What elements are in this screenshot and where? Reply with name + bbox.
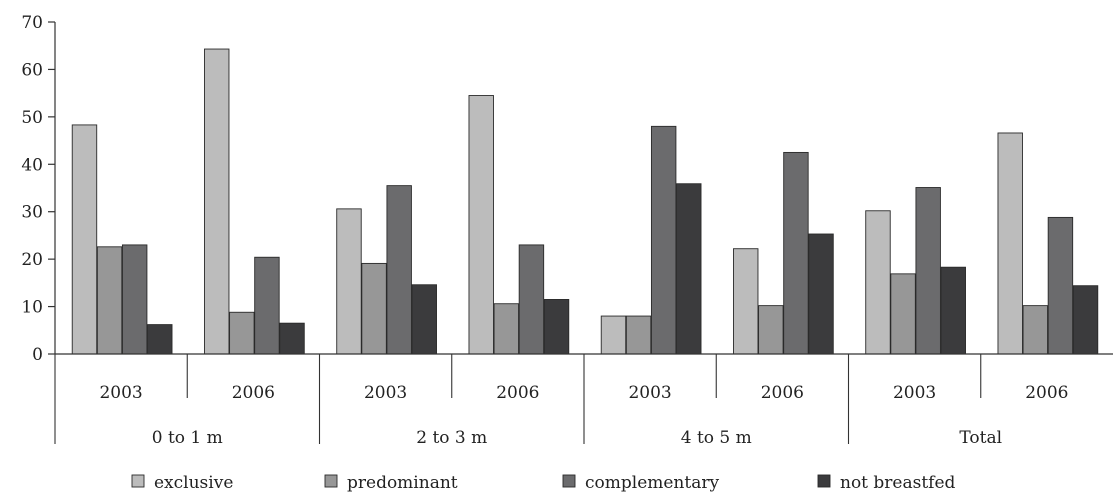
bar-predominant [493, 303, 520, 355]
x-tick-label-year: 2003 [99, 383, 142, 403]
x-tick-label-year: 2006 [761, 383, 804, 403]
bar-exclusive [336, 208, 362, 355]
bar-not-breastfed [808, 233, 834, 355]
y-tick-label: 40 [21, 155, 43, 175]
bar-exclusive [733, 248, 759, 355]
bars [71, 48, 1099, 355]
y-tick-label: 20 [21, 250, 43, 270]
legend-swatch-complementary [562, 474, 576, 488]
x-tick-label-year: 2003 [893, 383, 936, 403]
bar-complementary [783, 151, 809, 355]
y-tick-label: 60 [21, 60, 43, 80]
bar-exclusive [600, 315, 627, 355]
bar-exclusive [204, 48, 230, 355]
x-tick-label-year: 2003 [628, 383, 671, 403]
legend-label-not-breastfed: not breastfed [840, 473, 956, 493]
x-tick-label-year: 2006 [1025, 383, 1068, 403]
legend-swatch-predominant [324, 474, 338, 488]
legend-label-exclusive: exclusive [154, 473, 233, 493]
bar-complementary [518, 244, 545, 355]
bar-complementary [1047, 216, 1074, 355]
bar-predominant [890, 273, 916, 355]
bar-not-breastfed [147, 324, 173, 355]
y-tick-label: 0 [32, 345, 43, 365]
y-tick-label: 70 [21, 13, 43, 33]
bar-not-breastfed [279, 322, 305, 355]
bar-complementary [254, 256, 280, 355]
bar-not-breastfed [940, 266, 966, 355]
y-tick-label: 10 [21, 298, 43, 318]
bar-complementary [386, 185, 412, 355]
legend: exclusive predominant complementary not bre… [131, 473, 956, 493]
bar-predominant [229, 311, 255, 355]
bar-exclusive [468, 95, 494, 355]
legend-label-predominant: predominant [347, 473, 458, 493]
bar-not-breastfed [543, 299, 570, 355]
y-tick-label: 50 [21, 108, 43, 128]
bar-predominant [361, 262, 387, 355]
y-axis: 0 10 20 30 40 50 60 70 [21, 13, 56, 365]
legend-label-complementary: complementary [585, 473, 719, 493]
x-group-label: 2 to 3 m [416, 428, 487, 448]
bar-predominant [96, 246, 123, 355]
bar-exclusive [865, 210, 891, 355]
x-tick-label-year: 2006 [232, 383, 275, 403]
x-tick-label-year: 2006 [496, 383, 539, 403]
bar-not-breastfed [676, 183, 702, 355]
x-tick-label-year: 2003 [364, 383, 407, 403]
bar-predominant [758, 305, 784, 355]
x-axis: 2003 2006 0 to 1 m 2003 2006 2 to 3 m 2003 2006… [54, 353, 1113, 448]
legend-swatch-not-breastfed [817, 474, 831, 488]
bar-not-breastfed [411, 284, 437, 355]
x-group-label: Total [959, 428, 1002, 448]
legend-swatch-exclusive [131, 474, 145, 488]
bar-complementary [915, 187, 941, 355]
bar-not-breastfed [1072, 285, 1099, 355]
y-tick-label: 30 [21, 203, 43, 223]
bar-complementary [650, 125, 677, 355]
x-group-label: 0 to 1 m [152, 428, 223, 448]
bar-predominant [625, 315, 652, 355]
bar-complementary [121, 244, 148, 355]
x-group-label: 4 to 5 m [681, 428, 752, 448]
bar-exclusive [71, 124, 98, 355]
bar-exclusive [997, 132, 1023, 355]
bar-predominant [1022, 305, 1049, 355]
